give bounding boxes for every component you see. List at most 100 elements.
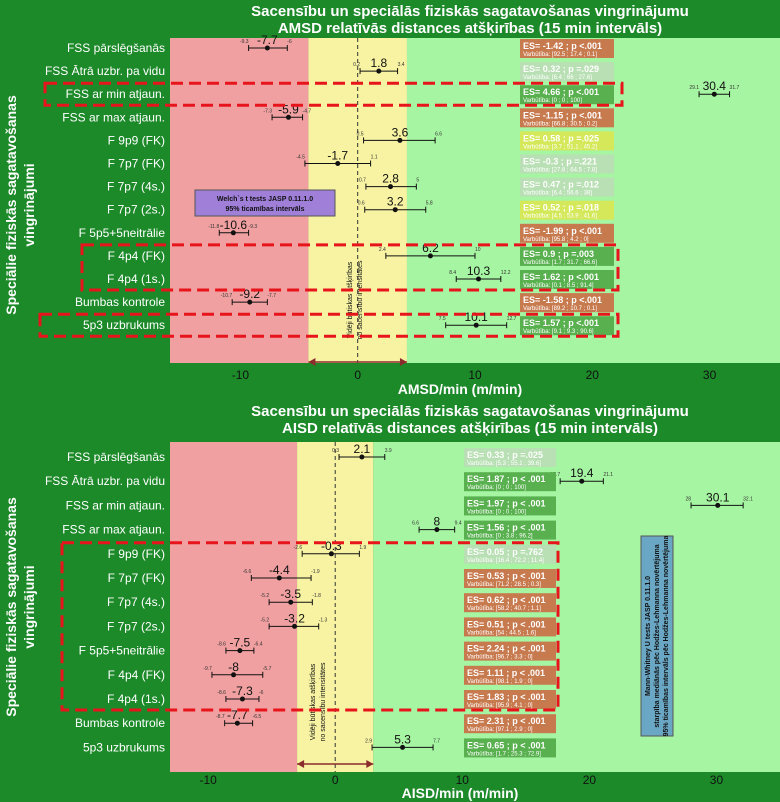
x-tick-label: 10 — [468, 368, 482, 382]
data-point — [234, 720, 240, 726]
probability-text: Varbūtība: [1.7 ; 25.3 ; 72.9] — [467, 751, 541, 757]
es-text: ES= 0.51 ; p < .001 — [467, 619, 546, 629]
ci-high-label: -7.7 — [267, 293, 276, 299]
es-text: ES= 0.52 ; p =.018 — [523, 203, 599, 213]
ci-high-label: -6 — [259, 690, 264, 696]
data-point — [239, 696, 245, 702]
highlight-box — [43, 81, 624, 107]
category-label: FSS Ātrā uzbr. pa vidu — [45, 64, 165, 78]
band-text-line1: Vidēji būtiskas atšķirības — [347, 261, 354, 338]
ci-high-label: -9.3 — [249, 224, 258, 230]
x-tick-label: 20 — [586, 368, 600, 382]
ci-high-label: -6.5 — [253, 714, 262, 720]
category-label: FSS Ātrā uzbr. pa vidu — [45, 474, 165, 488]
chart-title-line1: Sacensību un speciālās fiziskās sagatavo… — [251, 403, 689, 420]
ci-high-label: 5.8 — [426, 201, 433, 207]
chart-title-line1: Sacensību un speciālās fiziskās sagatavo… — [251, 3, 689, 20]
probability-text: Varbūtība: [96.7 ; 3.3 ; 0] — [467, 655, 533, 661]
probability-text: Varbūtība: [3.7 ; 51.1 ; 45.2] — [523, 144, 597, 150]
method-text-line1: Mann-Whitney U tests JASP 0.11.1.0 — [645, 576, 652, 696]
data-label: 1.8 — [370, 56, 387, 70]
highlight-box — [60, 541, 560, 712]
data-point — [359, 454, 365, 460]
es-text: ES= 1.57 ; p <.001 — [523, 318, 599, 328]
probability-text: Varbūtība: [0 ; 0 ; 100] — [467, 485, 526, 491]
probability-text: Varbūtība: [9.1 ; 9.3 ; 90.6] — [523, 329, 594, 335]
ci-high-label: 12.2 — [501, 270, 511, 276]
ci-low-label: 2.4 — [379, 247, 386, 253]
probability-text: Varbūtība: [27.8 ; 64.5 ; 7.8] — [523, 168, 597, 174]
data-label: 3.6 — [392, 125, 409, 139]
chart-title-line2: AMSD relatīvās distances atšķirības (15 … — [278, 20, 662, 37]
category-label: F 7p7 (2s.) — [107, 203, 165, 217]
data-label: -4.4 — [269, 563, 290, 577]
data-label: -8 — [228, 660, 239, 674]
category-label: F 5p5+5neitrālie — [79, 226, 166, 240]
x-tick-label: 0 — [354, 368, 361, 382]
es-text: ES= 0.53 ; p < .001 — [467, 571, 546, 581]
data-point — [328, 551, 334, 557]
category-label: F 4p4 (FK) — [108, 249, 165, 263]
data-point — [276, 575, 282, 581]
highlight-box — [38, 312, 620, 338]
ci-high-label: 1.9 — [359, 545, 366, 551]
data-label: 30.4 — [703, 79, 727, 93]
data-label: 2.8 — [382, 172, 399, 186]
data-point — [335, 161, 341, 166]
data-label: -7.7 — [257, 33, 278, 47]
data-point — [473, 322, 479, 328]
data-label: -7.7 — [227, 708, 248, 722]
data-point — [230, 230, 236, 236]
ci-low-label: 0.5 — [357, 131, 364, 137]
es-text: ES= 1.97 ; p < .001 — [467, 498, 546, 508]
data-point — [237, 648, 243, 654]
ci-low-label: -5.2 — [261, 593, 270, 599]
ci-high-label: 10 — [475, 247, 481, 253]
data-point — [715, 502, 721, 508]
method-text-line2: starpība mediānās pēc Hodžes-Lehmanna no… — [654, 544, 661, 727]
ci-low-label: -8.6 — [217, 642, 226, 648]
ci-high-label: 31.7 — [730, 85, 740, 91]
ci-high-label: 3.9 — [385, 448, 392, 454]
es-box — [464, 472, 556, 492]
es-box — [520, 177, 614, 197]
category-label: F 9p9 (FK) — [108, 547, 165, 561]
category-label: FSS ar max atjaun. — [62, 110, 165, 124]
data-label: 3.2 — [387, 195, 404, 209]
es-text: ES= 1.56 ; p < .001 — [467, 523, 546, 533]
category-label: FSS ar min atjaun. — [66, 498, 165, 512]
ci-low-label: 0.2 — [353, 62, 360, 68]
band-text-line2: no sacensību intensitātes — [357, 260, 364, 339]
data-label: 8 — [434, 515, 441, 529]
ci-high-label: 9.4 — [455, 521, 462, 527]
es-box — [520, 200, 614, 220]
category-label: Bumbas kontrole — [75, 716, 165, 730]
band-arrow-left-head — [308, 358, 316, 366]
probability-text: Varbūtība: [95.8 ; 4.2 ; 0] — [523, 237, 589, 243]
es-text: ES= 1.62 ; p <.001 — [523, 272, 599, 282]
ci-low-label: -8.6 — [217, 690, 226, 696]
probability-text: Varbūtība: [0 ; 0 ; 100] — [467, 509, 526, 515]
ci-low-label: -4.5 — [296, 155, 305, 161]
category-label: F 7p7 (FK) — [108, 157, 165, 171]
category-label: 5p3 uzbrukums — [83, 318, 165, 332]
band-arrow-right-head — [399, 358, 407, 366]
es-text: ES= 0.32 ; p =.029 — [523, 64, 599, 74]
ci-high-label: 12.7 — [507, 316, 517, 322]
es-box — [464, 617, 556, 637]
es-box — [520, 62, 614, 82]
es-box — [520, 293, 614, 313]
ci-low-label: -11.8 — [208, 224, 219, 230]
data-point — [400, 744, 406, 750]
method-text-line3: 95% ticamības intervāls pēc Hodžes-Lehma… — [663, 536, 670, 737]
ci-low-label: -6.6 — [243, 569, 252, 575]
category-label: 5p3 uzbrukums — [83, 740, 165, 754]
data-label: -1.7 — [327, 149, 348, 163]
ci-low-label: -10.7 — [221, 293, 233, 299]
data-point — [579, 478, 585, 484]
ci-high-label: -5.7 — [263, 666, 272, 672]
data-label: 10.3 — [467, 264, 491, 278]
category-label: F 7p7 (4s.) — [107, 180, 165, 194]
es-box — [464, 738, 556, 758]
es-box — [520, 223, 614, 243]
